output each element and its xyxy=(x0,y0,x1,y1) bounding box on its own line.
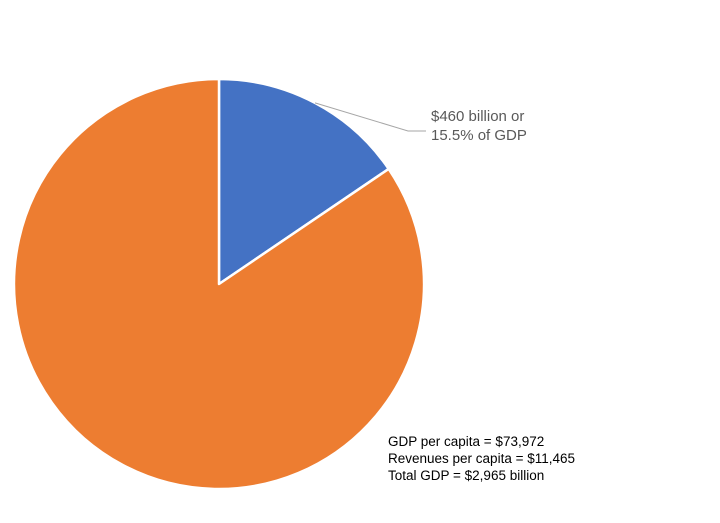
pie-slice-rest-of-gdp xyxy=(12,77,426,491)
pie-slices xyxy=(12,77,426,491)
callout-label-line-2: 15.5% of GDP xyxy=(431,127,527,144)
summary-total-gdp: Total GDP = $2,965 billion xyxy=(388,468,544,483)
pie-slice-revenues xyxy=(217,77,390,286)
callout-label-line-1: $460 billion or xyxy=(431,108,524,125)
summary-gdp-per-capita: GDP per capita = $73,972 xyxy=(388,434,544,449)
summary-revenues-per-capita: Revenues per capita = $11,465 xyxy=(388,451,575,466)
callout-leader-line xyxy=(314,102,426,132)
